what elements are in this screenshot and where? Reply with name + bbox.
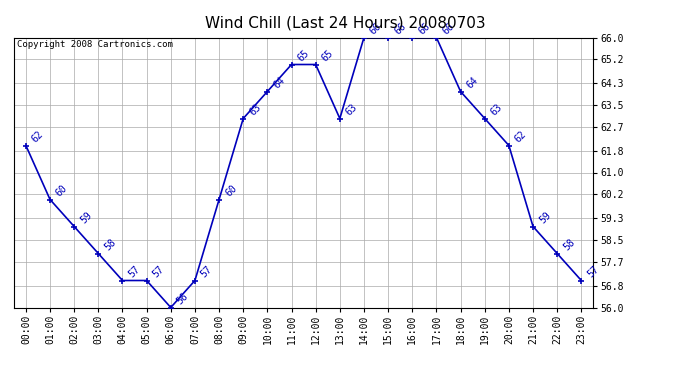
- Text: 57: 57: [199, 264, 215, 279]
- Text: 66: 66: [441, 21, 456, 36]
- Text: 60: 60: [55, 183, 70, 198]
- Text: 66: 66: [393, 21, 408, 36]
- Text: 66: 66: [368, 21, 384, 36]
- Text: 59: 59: [538, 210, 553, 225]
- Text: Wind Chill (Last 24 Hours) 20080703: Wind Chill (Last 24 Hours) 20080703: [205, 15, 485, 30]
- Text: 63: 63: [489, 102, 504, 117]
- Text: 62: 62: [30, 129, 46, 144]
- Text: 62: 62: [513, 129, 529, 144]
- Text: Copyright 2008 Cartronics.com: Copyright 2008 Cartronics.com: [17, 40, 172, 49]
- Text: 65: 65: [296, 48, 311, 63]
- Text: 66: 66: [417, 21, 432, 36]
- Text: 64: 64: [465, 75, 480, 90]
- Text: 58: 58: [103, 237, 118, 252]
- Text: 65: 65: [320, 48, 335, 63]
- Text: 63: 63: [248, 102, 263, 117]
- Text: 63: 63: [344, 102, 359, 117]
- Text: 57: 57: [586, 264, 601, 279]
- Text: 64: 64: [272, 75, 287, 90]
- Text: 57: 57: [127, 264, 142, 279]
- Text: 60: 60: [224, 183, 239, 198]
- Text: 59: 59: [79, 210, 94, 225]
- Text: 58: 58: [562, 237, 577, 252]
- Text: 56: 56: [175, 291, 190, 306]
- Text: 57: 57: [151, 264, 166, 279]
